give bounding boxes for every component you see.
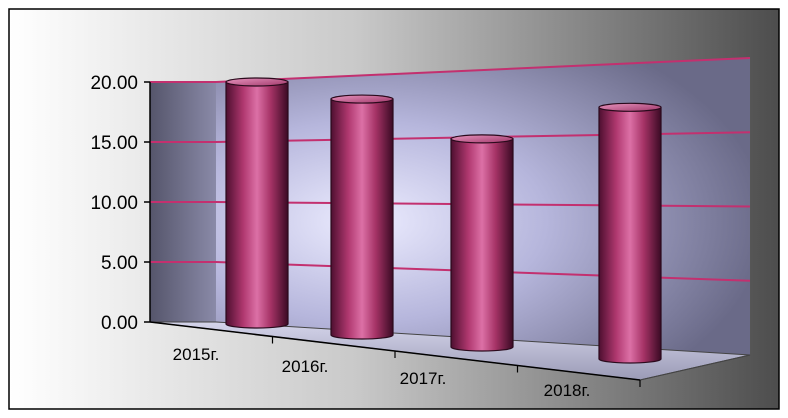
bar-body <box>330 98 394 340</box>
y-tick-label: 15.00 <box>90 133 138 154</box>
bar-cap <box>598 102 662 112</box>
bar <box>330 94 394 340</box>
gridline <box>215 57 751 83</box>
y-tick-labels: 0.00 5.00 10.00 15.00 20.00 <box>90 73 138 334</box>
bar-cap <box>450 134 514 144</box>
bar <box>450 134 514 352</box>
y-tick-label: 20.00 <box>90 73 138 94</box>
bar-cap <box>225 77 289 87</box>
bar <box>598 102 662 364</box>
x-tick-label: 2015г. <box>173 345 220 364</box>
y-tick-label: 0.00 <box>101 313 138 334</box>
x-tick-labels: 2015г. 2016г. 2017г. 2018г. <box>173 336 641 400</box>
floor-edge <box>639 354 751 381</box>
y-tick-label: 10.00 <box>90 193 138 214</box>
bar-cap <box>330 94 394 104</box>
x-tick-label: 2016г. <box>282 357 329 376</box>
x-tick-label: 2018г. <box>544 381 591 400</box>
x-tick-label: 2017г. <box>400 369 447 388</box>
bar-body <box>598 106 662 364</box>
bar <box>225 77 289 329</box>
bar-body <box>225 81 289 329</box>
bars <box>225 77 662 364</box>
y-tick-label: 5.00 <box>101 253 138 274</box>
bar-body <box>450 138 514 352</box>
